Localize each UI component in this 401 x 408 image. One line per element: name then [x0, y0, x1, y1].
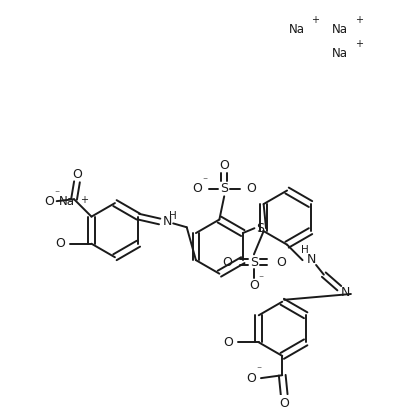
Text: ⁻: ⁻: [256, 366, 261, 375]
Text: Na: Na: [332, 22, 347, 35]
Text: O: O: [192, 182, 202, 195]
Text: O: O: [72, 168, 82, 181]
Text: ⁻: ⁻: [257, 275, 263, 284]
Text: +: +: [354, 15, 362, 25]
Text: O: O: [44, 195, 54, 208]
Text: O: O: [279, 397, 288, 408]
Text: O: O: [222, 336, 232, 349]
Text: H: H: [169, 211, 176, 221]
Text: ⁻: ⁻: [202, 176, 207, 186]
Text: N: N: [306, 253, 315, 266]
Text: O: O: [221, 255, 231, 268]
Text: N: N: [162, 215, 172, 228]
Text: S: S: [249, 255, 257, 268]
Text: ⁻: ⁻: [54, 189, 59, 200]
Text: O: O: [55, 237, 65, 250]
Text: O: O: [219, 159, 229, 172]
Text: O: O: [248, 279, 258, 292]
Text: +: +: [354, 40, 362, 49]
Text: S: S: [220, 182, 228, 195]
Text: O: O: [246, 372, 255, 385]
Text: O: O: [246, 182, 255, 195]
Text: Na: Na: [59, 195, 75, 208]
Text: O: O: [275, 255, 285, 268]
Text: Na: Na: [332, 47, 347, 60]
Text: S: S: [255, 222, 263, 235]
Text: H: H: [300, 246, 308, 255]
Text: Na: Na: [288, 22, 304, 35]
Text: N: N: [340, 286, 349, 299]
Text: +: +: [80, 195, 88, 205]
Text: +: +: [310, 15, 318, 25]
